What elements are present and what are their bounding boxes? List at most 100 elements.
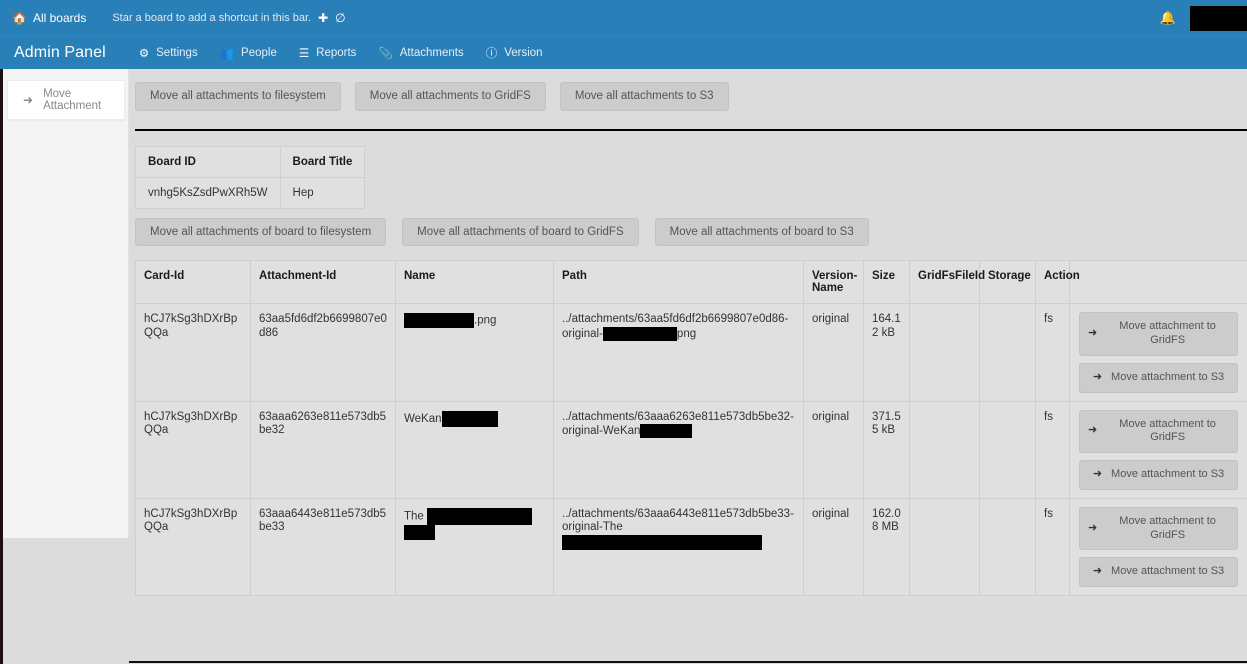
- board-table-header-row: Board ID Board Title: [135, 145, 366, 178]
- button-label: Move attachment to GridFS: [1119, 514, 1216, 541]
- home-icon: 🏠: [12, 11, 27, 25]
- top-header-right: 🔔: [1160, 0, 1247, 36]
- board-id-value: vnhg5KsZsdPwXRh5W: [135, 176, 281, 209]
- cell-gridfsfileid: [909, 400, 980, 499]
- cell-name: The: [395, 497, 554, 597]
- tab-people-label: People: [241, 47, 277, 59]
- button-label: Move attachment to GridFS: [1119, 320, 1216, 347]
- cell-storage: [979, 400, 1036, 499]
- sidebar: ➜ Move Attachment: [3, 69, 129, 538]
- attachments-table-header-row: Card-Id Attachment-Id Name Path Version-…: [135, 260, 1247, 305]
- move-attachment-to-gridfs-button[interactable]: ➜ Move attachment to GridFS: [1079, 409, 1238, 454]
- cell-attachment-id: 63aa5fd6df2b6699807e0d86: [250, 303, 396, 402]
- redaction-block: [404, 524, 435, 540]
- all-boards-link[interactable]: 🏠 All boards: [0, 0, 86, 36]
- cell-version-name: original: [803, 400, 864, 499]
- sidebar-item-label: Move Attachment: [43, 88, 102, 112]
- board-table-header-board-id: Board ID: [135, 145, 281, 178]
- cell-row-buttons: ➜ Move attachment to GridFS ➜ Move attachm…: [1069, 303, 1247, 402]
- col-header-buttons: [1069, 260, 1247, 305]
- path-suffix: png: [676, 327, 697, 340]
- move-attachment-to-gridfs-button[interactable]: ➜ Move attachment to GridFS: [1079, 506, 1238, 551]
- redaction-block: [404, 313, 474, 329]
- button-label: Move attachment to S3: [1111, 565, 1225, 578]
- gear-icon: ⚙: [138, 48, 150, 60]
- path-prefix: ../attachments/63aa5fd6df2b6699807e0d86-…: [562, 313, 789, 340]
- table-row: hCJ7kSg3hDXrBpQQa 63aaa6443e811e573db5be…: [135, 497, 1247, 597]
- name-prefix: WeKan: [404, 412, 442, 425]
- global-action-buttons: Move all attachments to filesystem Move …: [129, 69, 1247, 111]
- tab-version[interactable]: ⓘ Version: [475, 37, 554, 70]
- move-board-to-filesystem-button[interactable]: Move all attachments of board to filesys…: [135, 217, 387, 247]
- table-row: hCJ7kSg3hDXrBpQQa 63aaa6263e811e573db5be…: [135, 400, 1247, 499]
- path-prefix: ../attachments/63aaa6443e811e573db5be33-…: [562, 507, 794, 534]
- table-row: hCJ7kSg3hDXrBpQQa 63aa5fd6df2b6699807e0d…: [135, 303, 1247, 402]
- tab-people[interactable]: 👥 People: [209, 37, 288, 70]
- button-label: Move attachment to S3: [1111, 468, 1225, 481]
- move-attachment-to-gridfs-button[interactable]: ➜ Move attachment to GridFS: [1079, 312, 1238, 356]
- col-header-action: Action: [1035, 260, 1080, 305]
- col-header-path: Path: [553, 260, 804, 305]
- redaction-block: [602, 326, 677, 341]
- move-all-to-s3-button[interactable]: Move all attachments to S3: [559, 82, 729, 111]
- cell-storage: [979, 497, 1036, 597]
- cell-row-buttons: ➜ Move attachment to GridFS ➜ Move attachm…: [1069, 497, 1247, 597]
- avatar[interactable]: [1190, 5, 1247, 31]
- left-edge-strip: [0, 69, 3, 664]
- move-all-to-gridfs-button[interactable]: Move all attachments to GridFS: [354, 82, 546, 111]
- cell-card-id: hCJ7kSg3hDXrBpQQa: [135, 303, 251, 402]
- tab-reports[interactable]: ☰ Reports: [288, 37, 368, 70]
- bell-icon[interactable]: 🔔: [1159, 10, 1176, 25]
- bottom-divider: [129, 661, 1247, 663]
- list-icon: ☰: [298, 48, 310, 60]
- tab-attachments-label: Attachments: [399, 47, 464, 59]
- name-suffix: .png: [474, 314, 497, 327]
- move-board-to-gridfs-button[interactable]: Move all attachments of board to GridFS: [402, 217, 639, 247]
- redaction-block: [441, 410, 498, 427]
- arrow-right-icon: ➜: [1092, 468, 1103, 481]
- button-label: Move attachment to S3: [1111, 370, 1225, 383]
- paperclip-icon: 📎: [378, 48, 393, 60]
- move-all-to-filesystem-button[interactable]: Move all attachments to filesystem: [135, 82, 341, 111]
- button-label: Move attachment to GridFS: [1119, 417, 1216, 444]
- move-board-to-s3-button[interactable]: Move all attachments of board to S3: [654, 217, 869, 247]
- move-attachment-to-s3-button[interactable]: ➜ Move attachment to S3: [1079, 460, 1238, 490]
- board-title-value: Hep: [279, 176, 366, 209]
- redaction-block: [640, 424, 693, 439]
- col-header-size: Size: [863, 260, 910, 305]
- no-entry-icon[interactable]: ∅: [335, 11, 346, 25]
- all-boards-label: All boards: [32, 11, 87, 25]
- page-title: Admin Panel: [14, 44, 106, 61]
- cell-action: fs: [1035, 400, 1070, 499]
- star-board-hint: Star a board to add a shortcut in this b…: [112, 11, 345, 25]
- cell-card-id: hCJ7kSg3hDXrBpQQa: [135, 497, 251, 597]
- cell-action: fs: [1035, 303, 1070, 402]
- cell-name: .png: [395, 303, 554, 402]
- redaction-block: [427, 507, 533, 525]
- name-prefix: The: [404, 510, 428, 523]
- top-header-bar: 🏠 All boards Star a board to add a short…: [0, 0, 1247, 36]
- col-header-storage: Storage: [979, 260, 1036, 305]
- cell-row-buttons: ➜ Move attachment to GridFS ➜ Move attachm…: [1069, 400, 1247, 499]
- tab-attachments[interactable]: 📎 Attachments: [367, 37, 474, 70]
- sidebar-bottom-fill: [3, 538, 129, 662]
- move-attachment-to-s3-button[interactable]: ➜ Move attachment to S3: [1079, 557, 1238, 588]
- info-icon: ⓘ: [485, 48, 498, 60]
- cell-attachment-id: 63aaa6263e811e573db5be32: [250, 400, 396, 499]
- redaction-block: [562, 534, 762, 550]
- cell-size: 162.08 MB: [863, 497, 910, 597]
- arrow-right-icon: ➜: [1088, 327, 1098, 340]
- tab-version-label: Version: [504, 47, 543, 59]
- col-header-version-name: Version-Name: [803, 260, 864, 305]
- move-cross-icon[interactable]: ✚: [318, 11, 329, 25]
- attachments-table: Card-Id Attachment-Id Name Path Version-…: [135, 260, 1247, 597]
- sidebar-item-move-attachment[interactable]: ➜ Move Attachment: [7, 80, 125, 120]
- cell-size: 371.55 kB: [863, 400, 910, 499]
- arrow-right-icon: ➜: [1088, 424, 1098, 437]
- board-table-header-board-title: Board Title: [279, 145, 366, 178]
- cell-attachment-id: 63aaa6443e811e573db5be33: [250, 497, 396, 597]
- col-header-attachment-id: Attachment-Id: [250, 260, 396, 305]
- move-attachment-to-s3-button[interactable]: ➜ Move attachment to S3: [1079, 362, 1238, 393]
- cell-gridfsfileid: [909, 303, 980, 402]
- tab-settings[interactable]: ⚙ Settings: [128, 37, 209, 70]
